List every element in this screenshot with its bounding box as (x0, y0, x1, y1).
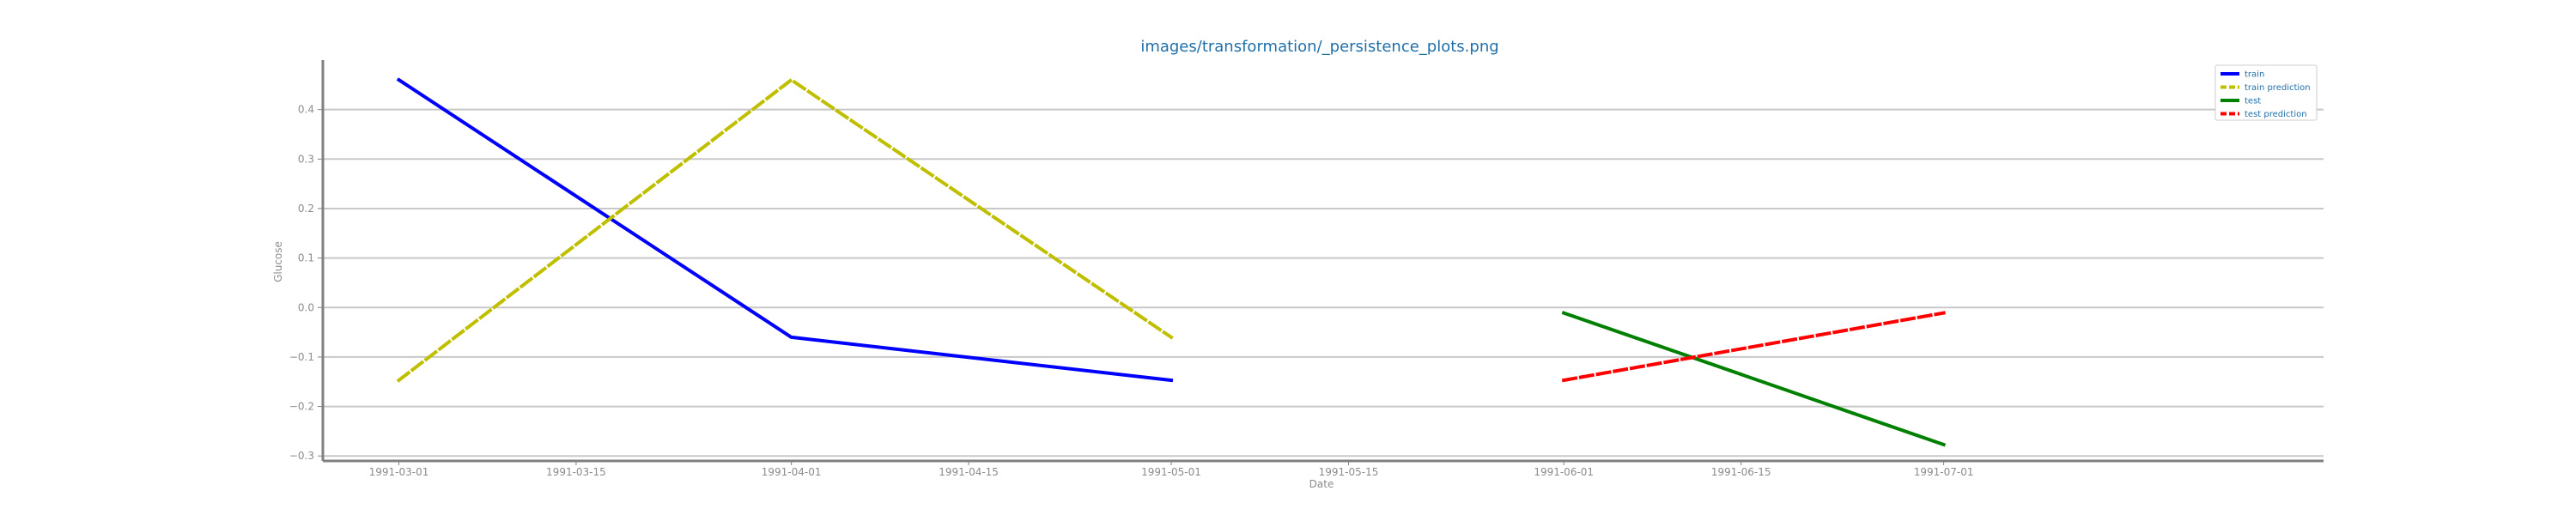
axes (321, 60, 2324, 463)
chart-title: images/transformation/_persistence_plots… (1140, 38, 1498, 56)
legend-label: train (2245, 70, 2264, 80)
series-line-test (1561, 311, 1947, 447)
legend: train train prediction test test prediction (2215, 64, 2318, 121)
x-tick-label: 1991-05-15 (1319, 466, 1379, 478)
x-tick-label: 1991-07-01 (1914, 466, 1974, 478)
legend-label: test prediction (2245, 110, 2307, 119)
y-tick-label: 0.4 (298, 104, 314, 116)
x-axis-title: Date (1309, 478, 1334, 490)
x-tick-label: 1991-04-15 (939, 466, 999, 478)
y-tick-label: 0.0 (298, 301, 314, 313)
grid (323, 108, 2324, 457)
x-tick-label: 1991-03-15 (546, 466, 606, 478)
y-tick-label: 0.3 (298, 153, 314, 165)
y-tick-label: −0.1 (289, 351, 314, 363)
x-tick-label: 1991-06-15 (1711, 466, 1771, 478)
y-ticks: −0.3 −0.2 −0.1 0.0 0.1 0.2 0.3 0.4 (289, 104, 323, 462)
y-axis-title: Glucose (272, 241, 284, 282)
y-tick-label: 0.1 (298, 252, 314, 264)
x-tick-label: 1991-06-01 (1534, 466, 1594, 478)
y-tick-label: −0.2 (289, 401, 314, 413)
x-ticks: 1991-03-01 1991-03-15 1991-04-01 1991-04-15… (369, 461, 1974, 478)
series-line-test-prediction (1561, 311, 1946, 383)
series-line-train-prediction (396, 78, 1174, 383)
x-tick-label: 1991-04-01 (762, 466, 822, 478)
legend-label: train prediction (2245, 83, 2311, 93)
y-tick-label: −0.3 (289, 450, 314, 462)
y-tick-label: 0.2 (298, 203, 314, 215)
x-tick-label: 1991-03-01 (369, 466, 429, 478)
legend-box (2215, 64, 2318, 121)
legend-label: test (2245, 97, 2261, 106)
series-line-train (396, 77, 1174, 383)
x-tick-label: 1991-05-01 (1141, 466, 1201, 478)
series-group (396, 77, 1947, 447)
